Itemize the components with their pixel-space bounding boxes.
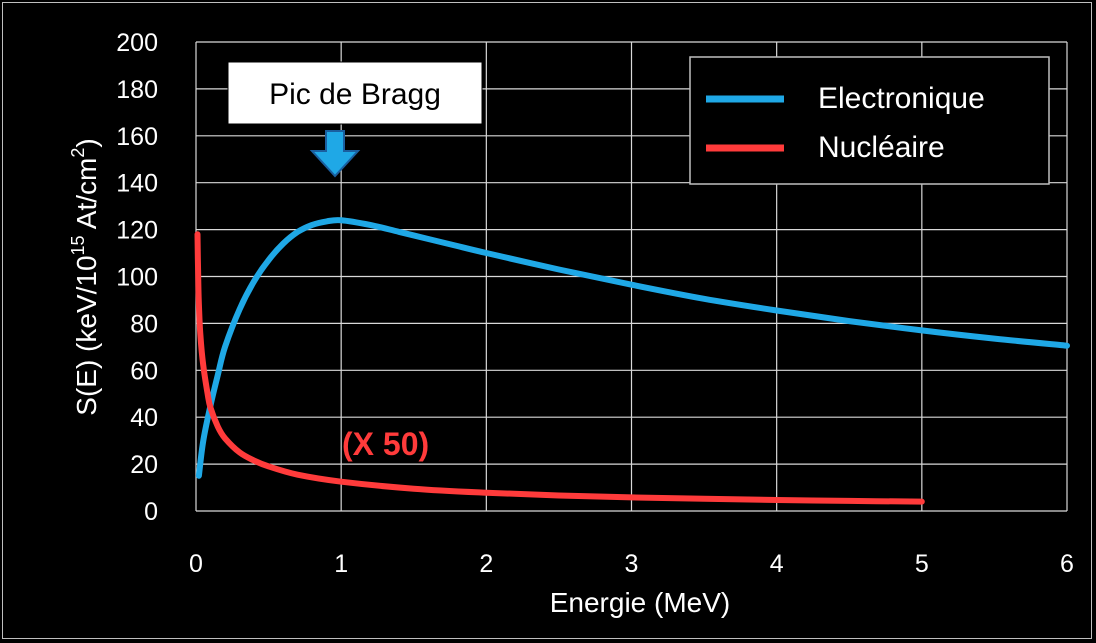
y-tick-label-160: 160 — [116, 123, 158, 151]
y-tick-label-20: 20 — [130, 451, 158, 479]
y-tick-label-40: 40 — [130, 404, 158, 432]
y-tick-labels: 0 20 40 60 80 100 120 140 160 180 200 — [116, 29, 158, 526]
legend-label-nucleaire: Nucléaire — [818, 131, 945, 164]
x-tick-label-6: 6 — [1060, 550, 1074, 578]
y-tick-label-60: 60 — [130, 357, 158, 385]
y-axis-title-prefix: S(E) (keV/10 — [71, 255, 102, 415]
x-tick-label-1: 1 — [334, 550, 348, 578]
y-axis-title-suffix: ) — [71, 138, 102, 147]
x-tick-label-2: 2 — [479, 550, 493, 578]
multiplier-label: (X 50) — [342, 426, 429, 462]
down-arrow-icon — [312, 131, 358, 176]
legend-box — [690, 57, 1049, 184]
x-tick-label-3: 3 — [625, 550, 639, 578]
y-tick-label-120: 120 — [116, 217, 158, 245]
series-line-electronique — [199, 220, 1067, 476]
series-line-nucleaire — [198, 234, 922, 501]
y-tick-label-180: 180 — [116, 76, 158, 104]
y-axis-title: S(E) (keV/1015 At/cm2) — [68, 138, 102, 415]
x-tick-labels: 0 1 2 3 4 5 6 — [189, 550, 1074, 578]
x-tick-label-4: 4 — [770, 550, 784, 578]
x-tick-label-0: 0 — [189, 550, 203, 578]
y-tick-label-80: 80 — [130, 310, 158, 338]
legend: Electronique Nucléaire — [690, 57, 1049, 184]
x-tick-label-5: 5 — [915, 550, 929, 578]
y-axis-title-mid: At/cm — [71, 158, 102, 236]
series-layer — [198, 220, 1068, 502]
y-tick-label-140: 140 — [116, 170, 158, 198]
bragg-peak-label: Pic de Bragg — [269, 78, 441, 111]
y-tick-label-100: 100 — [116, 264, 158, 292]
bragg-peak-callout: Pic de Bragg — [228, 62, 482, 176]
y-axis-title-exp1: 15 — [68, 235, 88, 255]
y-axis-title-exp2: 2 — [68, 148, 88, 158]
x-axis-title: Energie (MeV) — [550, 587, 731, 618]
legend-label-electronique: Electronique — [818, 82, 985, 115]
y-tick-label-0: 0 — [144, 498, 158, 526]
y-tick-label-200: 200 — [116, 29, 158, 57]
